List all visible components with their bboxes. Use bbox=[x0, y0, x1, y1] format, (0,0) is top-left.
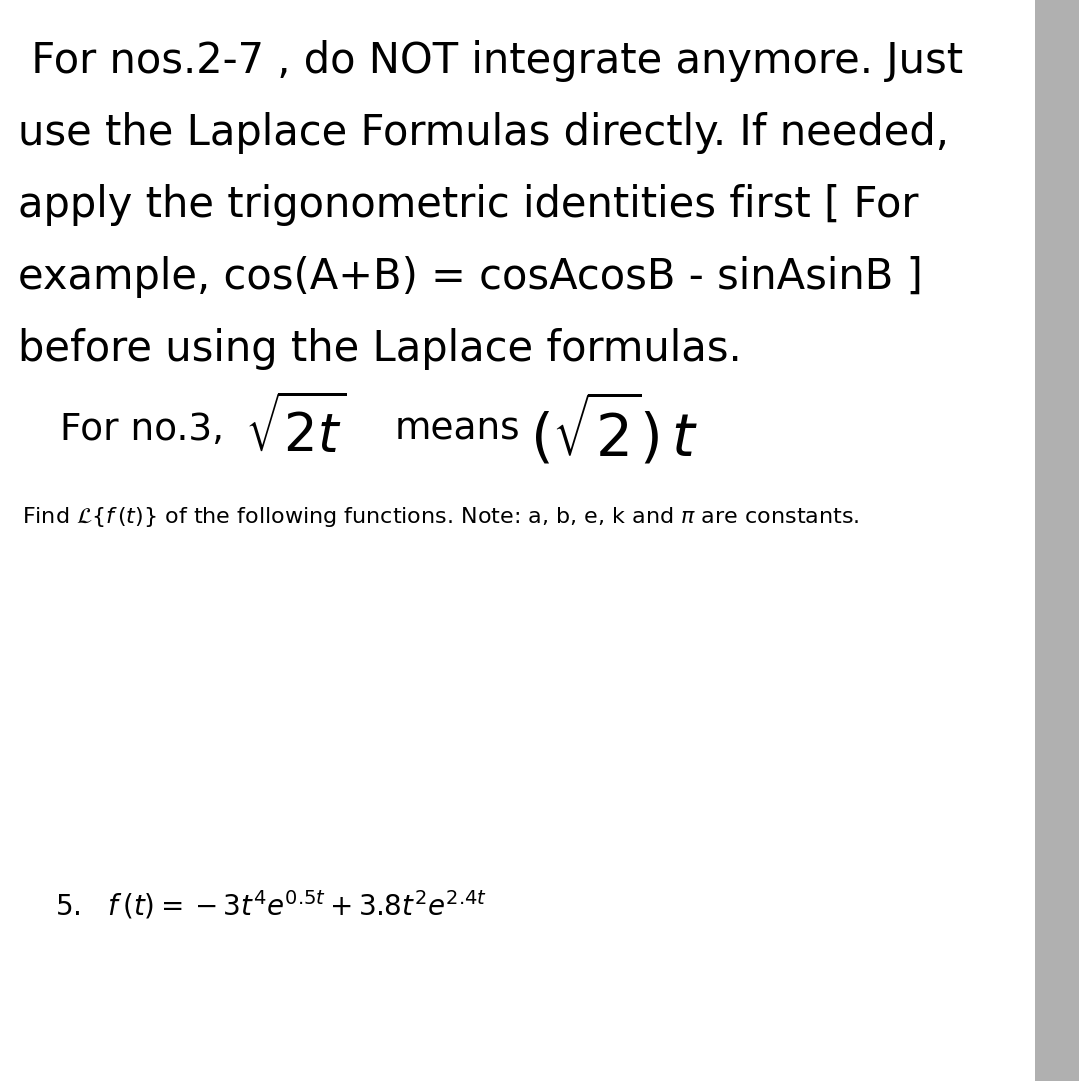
Text: $\sqrt{2t}$: $\sqrt{2t}$ bbox=[245, 397, 346, 464]
Text: use the Laplace Formulas directly. If needed,: use the Laplace Formulas directly. If ne… bbox=[18, 112, 950, 154]
Text: before using the Laplace formulas.: before using the Laplace formulas. bbox=[18, 328, 741, 370]
Text: 5.   $f\,(t)=-3t^{4}e^{0.5t}+3.8t^{2}e^{2.4t}$: 5. $f\,(t)=-3t^{4}e^{0.5t}+3.8t^{2}e^{2.… bbox=[55, 889, 487, 921]
Text: Find $\mathcal{L}\{f\,(t)\}$ of the following functions. Note: a, b, e, k and $\: Find $\mathcal{L}\{f\,(t)\}$ of the foll… bbox=[22, 505, 859, 529]
Text: For no.3,: For no.3, bbox=[60, 412, 224, 448]
Text: For nos.2-7 , do NOT integrate anymore. Just: For nos.2-7 , do NOT integrate anymore. … bbox=[18, 40, 964, 82]
Text: example, cos(A+B) = cosAcosB - sinAsinB ]: example, cos(A+B) = cosAcosB - sinAsinB … bbox=[18, 256, 923, 298]
Text: means: means bbox=[395, 412, 521, 448]
Text: $(\sqrt{2})\,t$: $(\sqrt{2})\,t$ bbox=[530, 391, 698, 468]
Bar bbox=[1035, 0, 1079, 1081]
Text: apply the trigonometric identities first [ For: apply the trigonometric identities first… bbox=[18, 184, 918, 226]
